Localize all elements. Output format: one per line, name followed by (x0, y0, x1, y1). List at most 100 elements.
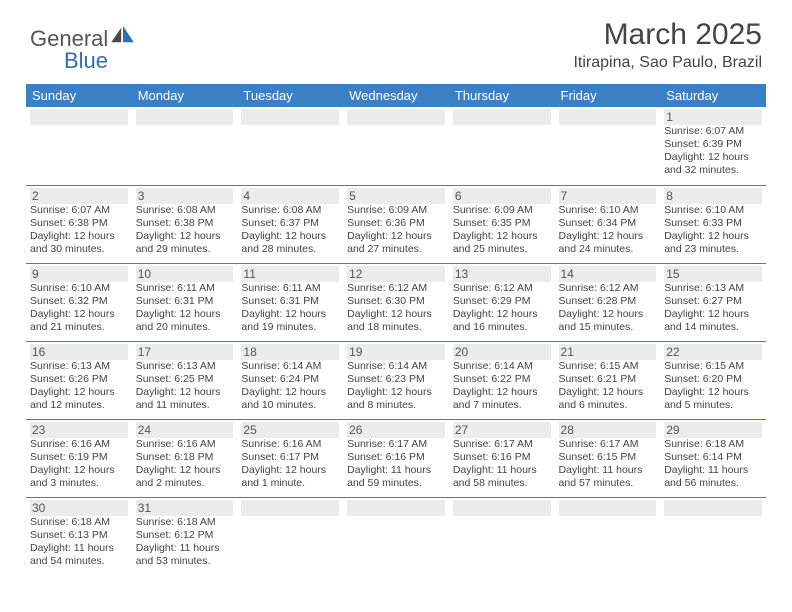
calendar-cell: 1Sunrise: 6:07 AMSunset: 6:39 PMDaylight… (660, 107, 766, 185)
day-details: Sunrise: 6:11 AMSunset: 6:31 PMDaylight:… (136, 282, 234, 335)
calendar-cell: 22Sunrise: 6:15 AMSunset: 6:20 PMDayligh… (660, 341, 766, 419)
calendar-cell (132, 107, 238, 185)
day-number: 11 (241, 266, 339, 282)
day-details: Sunrise: 6:07 AMSunset: 6:38 PMDaylight:… (30, 204, 128, 257)
day-number: 2 (30, 188, 128, 204)
location: Itirapina, Sao Paulo, Brazil (573, 54, 762, 72)
day-details: Sunrise: 6:16 AMSunset: 6:18 PMDaylight:… (136, 438, 234, 491)
day-details: Sunrise: 6:12 AMSunset: 6:29 PMDaylight:… (453, 282, 551, 335)
day-number: 9 (30, 266, 128, 282)
weekday-header: Sunday (26, 84, 132, 107)
day-number: 27 (453, 422, 551, 438)
calendar-cell: 13Sunrise: 6:12 AMSunset: 6:29 PMDayligh… (449, 263, 555, 341)
calendar-cell: 20Sunrise: 6:14 AMSunset: 6:22 PMDayligh… (449, 341, 555, 419)
day-details: Sunrise: 6:11 AMSunset: 6:31 PMDaylight:… (241, 282, 339, 335)
weekday-header: Wednesday (343, 84, 449, 107)
calendar-cell: 23Sunrise: 6:16 AMSunset: 6:19 PMDayligh… (26, 419, 132, 497)
day-number: 19 (347, 344, 445, 360)
calendar-cell: 19Sunrise: 6:14 AMSunset: 6:23 PMDayligh… (343, 341, 449, 419)
calendar-cell: 31Sunrise: 6:18 AMSunset: 6:12 PMDayligh… (132, 497, 238, 575)
day-details: Sunrise: 6:13 AMSunset: 6:27 PMDaylight:… (664, 282, 762, 335)
calendar-cell (26, 107, 132, 185)
calendar-cell: 28Sunrise: 6:17 AMSunset: 6:15 PMDayligh… (555, 419, 661, 497)
day-number: 28 (559, 422, 657, 438)
day-number: 4 (241, 188, 339, 204)
day-number: 10 (136, 266, 234, 282)
calendar-cell: 7Sunrise: 6:10 AMSunset: 6:34 PMDaylight… (555, 185, 661, 263)
day-number: 24 (136, 422, 234, 438)
day-number: 5 (347, 188, 445, 204)
calendar-cell: 12Sunrise: 6:12 AMSunset: 6:30 PMDayligh… (343, 263, 449, 341)
calendar-table: SundayMondayTuesdayWednesdayThursdayFrid… (26, 84, 766, 575)
logo-sail-icon (111, 24, 135, 50)
day-details: Sunrise: 6:12 AMSunset: 6:30 PMDaylight:… (347, 282, 445, 335)
calendar-cell (343, 497, 449, 575)
calendar-cell: 2Sunrise: 6:07 AMSunset: 6:38 PMDaylight… (26, 185, 132, 263)
calendar-cell: 9Sunrise: 6:10 AMSunset: 6:32 PMDaylight… (26, 263, 132, 341)
calendar-cell: 6Sunrise: 6:09 AMSunset: 6:35 PMDaylight… (449, 185, 555, 263)
weekday-header: Friday (555, 84, 661, 107)
day-details: Sunrise: 6:08 AMSunset: 6:38 PMDaylight:… (136, 204, 234, 257)
day-details: Sunrise: 6:08 AMSunset: 6:37 PMDaylight:… (241, 204, 339, 257)
calendar-cell (237, 497, 343, 575)
day-details: Sunrise: 6:12 AMSunset: 6:28 PMDaylight:… (559, 282, 657, 335)
calendar-cell: 16Sunrise: 6:13 AMSunset: 6:26 PMDayligh… (26, 341, 132, 419)
calendar-cell: 15Sunrise: 6:13 AMSunset: 6:27 PMDayligh… (660, 263, 766, 341)
day-details: Sunrise: 6:17 AMSunset: 6:16 PMDaylight:… (453, 438, 551, 491)
calendar-cell (555, 497, 661, 575)
day-number: 20 (453, 344, 551, 360)
calendar-cell: 27Sunrise: 6:17 AMSunset: 6:16 PMDayligh… (449, 419, 555, 497)
day-details: Sunrise: 6:09 AMSunset: 6:36 PMDaylight:… (347, 204, 445, 257)
day-details: Sunrise: 6:17 AMSunset: 6:16 PMDaylight:… (347, 438, 445, 491)
calendar-cell: 17Sunrise: 6:13 AMSunset: 6:25 PMDayligh… (132, 341, 238, 419)
day-details: Sunrise: 6:15 AMSunset: 6:21 PMDaylight:… (559, 360, 657, 413)
calendar-cell (237, 107, 343, 185)
brand-logo: GeneralBlue (30, 24, 135, 74)
calendar-cell: 11Sunrise: 6:11 AMSunset: 6:31 PMDayligh… (237, 263, 343, 341)
day-number: 7 (559, 188, 657, 204)
day-number: 21 (559, 344, 657, 360)
day-details: Sunrise: 6:14 AMSunset: 6:23 PMDaylight:… (347, 360, 445, 413)
calendar-cell: 26Sunrise: 6:17 AMSunset: 6:16 PMDayligh… (343, 419, 449, 497)
calendar-cell: 30Sunrise: 6:18 AMSunset: 6:13 PMDayligh… (26, 497, 132, 575)
calendar-cell (555, 107, 661, 185)
calendar-cell: 5Sunrise: 6:09 AMSunset: 6:36 PMDaylight… (343, 185, 449, 263)
weekday-header: Monday (132, 84, 238, 107)
calendar-cell: 21Sunrise: 6:15 AMSunset: 6:21 PMDayligh… (555, 341, 661, 419)
day-number: 17 (136, 344, 234, 360)
calendar-cell: 24Sunrise: 6:16 AMSunset: 6:18 PMDayligh… (132, 419, 238, 497)
day-number: 6 (453, 188, 551, 204)
calendar-cell: 4Sunrise: 6:08 AMSunset: 6:37 PMDaylight… (237, 185, 343, 263)
day-number: 22 (664, 344, 762, 360)
weekday-header: Tuesday (237, 84, 343, 107)
calendar-cell (449, 497, 555, 575)
day-details: Sunrise: 6:14 AMSunset: 6:22 PMDaylight:… (453, 360, 551, 413)
calendar-cell (449, 107, 555, 185)
calendar-cell: 8Sunrise: 6:10 AMSunset: 6:33 PMDaylight… (660, 185, 766, 263)
day-number: 12 (347, 266, 445, 282)
day-details: Sunrise: 6:13 AMSunset: 6:26 PMDaylight:… (30, 360, 128, 413)
title-block: March 2025 Itirapina, Sao Paulo, Brazil (573, 18, 762, 72)
calendar-cell: 29Sunrise: 6:18 AMSunset: 6:14 PMDayligh… (660, 419, 766, 497)
calendar-cell: 10Sunrise: 6:11 AMSunset: 6:31 PMDayligh… (132, 263, 238, 341)
day-details: Sunrise: 6:10 AMSunset: 6:33 PMDaylight:… (664, 204, 762, 257)
day-details: Sunrise: 6:09 AMSunset: 6:35 PMDaylight:… (453, 204, 551, 257)
day-details: Sunrise: 6:18 AMSunset: 6:13 PMDaylight:… (30, 516, 128, 569)
calendar-cell (343, 107, 449, 185)
calendar-cell: 14Sunrise: 6:12 AMSunset: 6:28 PMDayligh… (555, 263, 661, 341)
day-details: Sunrise: 6:18 AMSunset: 6:12 PMDaylight:… (136, 516, 234, 569)
brand-part2: Blue (64, 48, 135, 74)
day-details: Sunrise: 6:10 AMSunset: 6:32 PMDaylight:… (30, 282, 128, 335)
day-details: Sunrise: 6:10 AMSunset: 6:34 PMDaylight:… (559, 204, 657, 257)
day-number: 16 (30, 344, 128, 360)
weekday-header: Saturday (660, 84, 766, 107)
day-number: 30 (30, 500, 128, 516)
calendar-cell (660, 497, 766, 575)
day-number: 31 (136, 500, 234, 516)
day-details: Sunrise: 6:07 AMSunset: 6:39 PMDaylight:… (664, 125, 762, 178)
day-number: 15 (664, 266, 762, 282)
day-number: 8 (664, 188, 762, 204)
day-number: 13 (453, 266, 551, 282)
day-number: 26 (347, 422, 445, 438)
weekday-header: Thursday (449, 84, 555, 107)
